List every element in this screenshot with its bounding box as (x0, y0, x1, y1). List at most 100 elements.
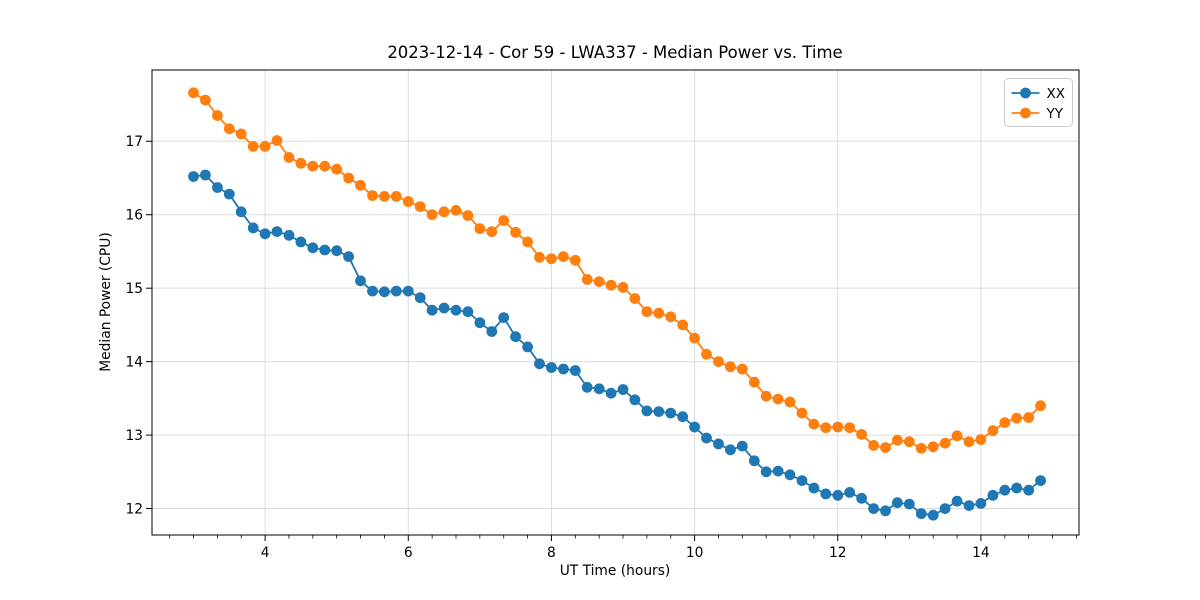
data-point-marker (939, 503, 951, 514)
data-point-marker (784, 396, 796, 408)
legend: XX YY (1004, 78, 1073, 127)
data-point-marker (665, 311, 677, 323)
data-point-marker (283, 229, 295, 241)
data-point-marker (569, 365, 581, 376)
series-xx (188, 169, 1046, 521)
data-point-marker (1023, 412, 1035, 423)
data-point-marker (450, 304, 462, 316)
data-point-marker (331, 163, 343, 175)
data-point-marker (247, 141, 259, 152)
data-point-marker (390, 285, 402, 297)
data-point-marker (713, 438, 724, 450)
data-point-marker (486, 326, 498, 337)
data-point-marker (617, 384, 629, 395)
data-point-marker (558, 363, 569, 375)
x-tick-label: 4 (261, 545, 270, 561)
data-point-marker (486, 226, 498, 238)
data-point-marker (641, 405, 653, 417)
data-point-marker (438, 302, 450, 314)
data-point-marker (546, 253, 557, 265)
data-point-marker (534, 251, 545, 263)
data-point-marker (915, 442, 927, 454)
data-point-marker (641, 306, 653, 318)
data-point-marker (558, 251, 569, 262)
data-point-marker (987, 489, 999, 501)
data-point-marker (510, 226, 521, 238)
data-point-marker (355, 179, 366, 191)
data-point-marker (677, 319, 689, 331)
data-point-marker (498, 312, 510, 323)
data-point-marker (402, 196, 414, 207)
data-point-marker (307, 160, 319, 172)
data-point-marker (426, 209, 438, 221)
data-point-marker (820, 488, 832, 500)
y-axis-label: Median Power (CPU) (98, 232, 114, 372)
data-point-marker (1035, 400, 1046, 412)
data-point-marker (450, 204, 462, 216)
data-point-marker (903, 436, 915, 448)
data-point-marker (784, 469, 796, 481)
data-point-marker (796, 407, 808, 419)
data-point-marker (701, 432, 712, 444)
data-point-marker (832, 421, 844, 433)
data-point-marker (379, 191, 390, 202)
data-point-marker (927, 441, 939, 453)
data-point-marker (808, 418, 820, 430)
data-point-marker (569, 254, 581, 266)
series-line (193, 174, 1042, 517)
data-point-marker (200, 94, 211, 106)
data-point-marker (713, 356, 724, 367)
data-point-marker (414, 292, 426, 304)
data-point-marker (903, 498, 915, 510)
data-point-marker (915, 508, 927, 520)
data-point-marker (796, 475, 808, 486)
data-point-marker (343, 172, 354, 184)
data-point-marker (748, 376, 760, 388)
data-point-marker (1011, 482, 1023, 494)
data-point-marker (581, 381, 593, 393)
data-point-marker (999, 484, 1011, 496)
data-point-marker (975, 434, 987, 445)
data-point-marker (987, 425, 999, 437)
data-point-marker (331, 245, 343, 257)
data-point-marker (223, 123, 235, 135)
data-point-marker (856, 429, 867, 440)
y-tick-label: 12 (125, 501, 143, 517)
data-point-marker (307, 242, 319, 254)
data-point-marker (510, 331, 521, 343)
data-point-marker (522, 341, 533, 353)
data-point-marker (235, 128, 247, 140)
data-point-marker (379, 286, 390, 298)
y-tick-label: 15 (125, 281, 143, 297)
data-point-marker (844, 422, 856, 434)
data-point-marker (701, 348, 712, 360)
data-point-marker (725, 361, 736, 373)
data-point-marker (593, 383, 605, 395)
data-point-marker (426, 304, 438, 316)
data-point-marker (534, 358, 545, 370)
data-point-marker (462, 306, 474, 318)
data-point-marker (665, 407, 677, 419)
legend-sample-marker (1020, 87, 1031, 99)
data-point-marker (820, 422, 832, 434)
data-point-marker (546, 362, 557, 373)
data-point-marker (212, 182, 223, 193)
series-line (193, 92, 1042, 450)
data-point-marker (462, 210, 474, 221)
data-point-marker (271, 226, 283, 238)
x-axis-label: UT Time (hours) (560, 563, 671, 579)
y-tick-label: 14 (125, 354, 143, 370)
y-tick-label: 16 (125, 208, 143, 224)
data-point-marker (188, 87, 199, 99)
data-point-marker (963, 500, 975, 511)
data-point-marker (259, 141, 271, 152)
data-point-marker (629, 394, 641, 406)
data-point-marker (772, 465, 784, 477)
data-point-marker (212, 110, 223, 121)
data-point-marker (605, 387, 617, 399)
data-point-marker (832, 489, 844, 501)
data-point-marker (951, 430, 963, 442)
data-point-marker (868, 440, 879, 451)
data-point-marker (856, 492, 867, 504)
